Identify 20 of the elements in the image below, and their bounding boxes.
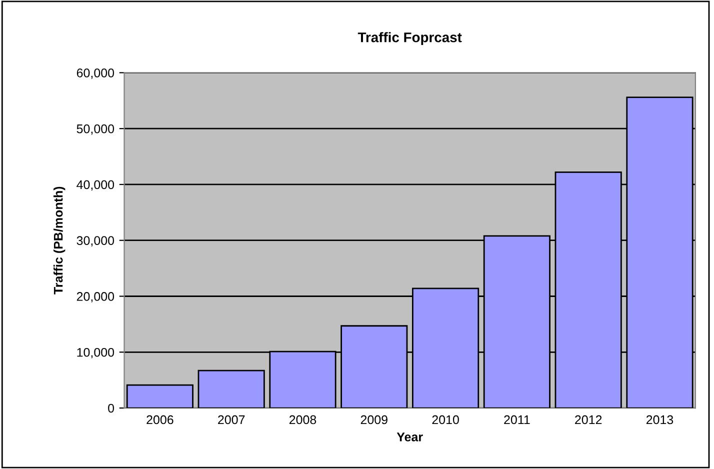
x-tick-label: 2013 (646, 415, 674, 424)
x-tick-label: 2008 (289, 415, 316, 424)
x-tick-label: 2007 (218, 415, 245, 424)
y-tick-label: 0 (108, 404, 114, 413)
y-tick-label: 40,000 (76, 180, 114, 191)
bar (198, 370, 265, 408)
y-tick-label: 20,000 (76, 292, 114, 302)
x-tick-label: 2009 (360, 415, 388, 424)
x-tick-label: 2012 (575, 415, 602, 424)
x-tick-label: 2010 (432, 415, 459, 424)
bar (126, 384, 194, 408)
x-tick-label: 2011 (504, 415, 530, 424)
x-axis-title: Year (396, 432, 423, 442)
x-tick-label: 2006 (146, 415, 174, 424)
y-tick-label: 50,000 (76, 124, 114, 135)
y-tick-label: 60,000 (76, 68, 114, 79)
y-axis-title: Traffic (PB/month) (54, 186, 66, 294)
y-tick-label: 30,000 (76, 236, 114, 246)
chart-title: Traffic Foprcast (358, 32, 462, 46)
y-tick-label: 10,000 (77, 348, 114, 358)
